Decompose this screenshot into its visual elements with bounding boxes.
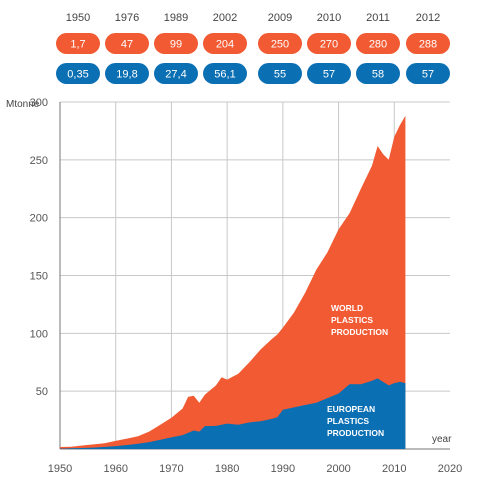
europe-series-label: PRODUCTION [327,428,384,438]
header-year-1950: 1950 [66,12,90,24]
x-tick-label: 1960 [103,463,127,475]
world-series-label: PLASTICS [331,315,373,325]
world-pill-value: 204 [216,39,234,51]
x-tick-label: 1970 [159,463,183,475]
x-tick-label: 2000 [326,463,350,475]
europe-pill-value: 19,8 [116,69,137,81]
europe-pill [307,63,351,84]
europe-pill-value: 56,1 [214,69,235,81]
europe-pill [56,63,100,84]
header-year-2011: 2011 [366,12,390,24]
world-pill [105,33,149,54]
europe-pill [105,63,149,84]
header-table: 1950 1976 1989 2002 2009 2010 2011 2012 1,7 47 99 2… [56,12,450,84]
x-tick-label: 1990 [271,463,295,475]
header-year-2010: 2010 [317,12,341,24]
y-tick-label: 250 [30,155,48,167]
europe-pill-value: 57 [422,69,434,81]
plot-areas [60,115,406,450]
europe-pill [258,63,302,84]
europe-pill [203,63,247,84]
world-production-area [60,115,406,450]
y-tick-label: 100 [30,328,48,340]
world-pill-value: 1,7 [70,39,85,51]
x-tick-label: 1980 [215,463,239,475]
header-year-2002: 2002 [213,12,237,24]
world-pill [356,33,400,54]
europe-pill [406,63,450,84]
world-pill-value: 47 [121,39,133,51]
world-pill-value: 288 [419,39,437,51]
europe-pill [154,63,198,84]
world-pill-value: 280 [369,39,387,51]
series-labels: WORLD PLASTICS PRODUCTION EUROPEAN PLASTICS P… [327,303,388,438]
y-tick-label: 50 [36,386,48,398]
world-pill-value: 99 [170,39,182,51]
y-tick-label: 150 [30,271,48,283]
header-year-2009: 2009 [268,12,292,24]
europe-pill [356,63,400,84]
header-year-1989: 1989 [164,12,188,24]
world-pill [56,33,100,54]
x-tick-label: 2010 [382,463,406,475]
europe-production-area [60,378,406,449]
world-pill-value: 270 [320,39,338,51]
europe-pill-value: 27,4 [165,69,186,81]
axes: Mtonne year [6,99,452,445]
europe-pill-value: 0,35 [67,69,88,81]
y-tick-label: 200 [30,213,48,225]
europe-pill-value: 55 [274,69,286,81]
europe-series-label: PLASTICS [327,416,369,426]
world-series-label: WORLD [331,303,363,313]
x-axis-label: year [432,434,452,445]
x-tick-label: 2020 [438,463,462,475]
world-pill [406,33,450,54]
y-tick-label: 300 [30,97,48,109]
europe-pill-value: 58 [372,69,384,81]
world-pill [154,33,198,54]
world-pill [258,33,302,54]
europe-series-label: EUROPEAN [327,404,375,414]
europe-pill-value: 57 [323,69,335,81]
world-pill [203,33,247,54]
header-year-1976: 1976 [115,12,139,24]
x-tick-label: 1950 [48,463,72,475]
world-series-label: PRODUCTION [331,327,388,337]
world-pill-value: 250 [271,39,289,51]
header-year-2012: 2012 [416,12,440,24]
world-pill [307,33,351,54]
y-axis-label: Mtonne [6,99,40,110]
